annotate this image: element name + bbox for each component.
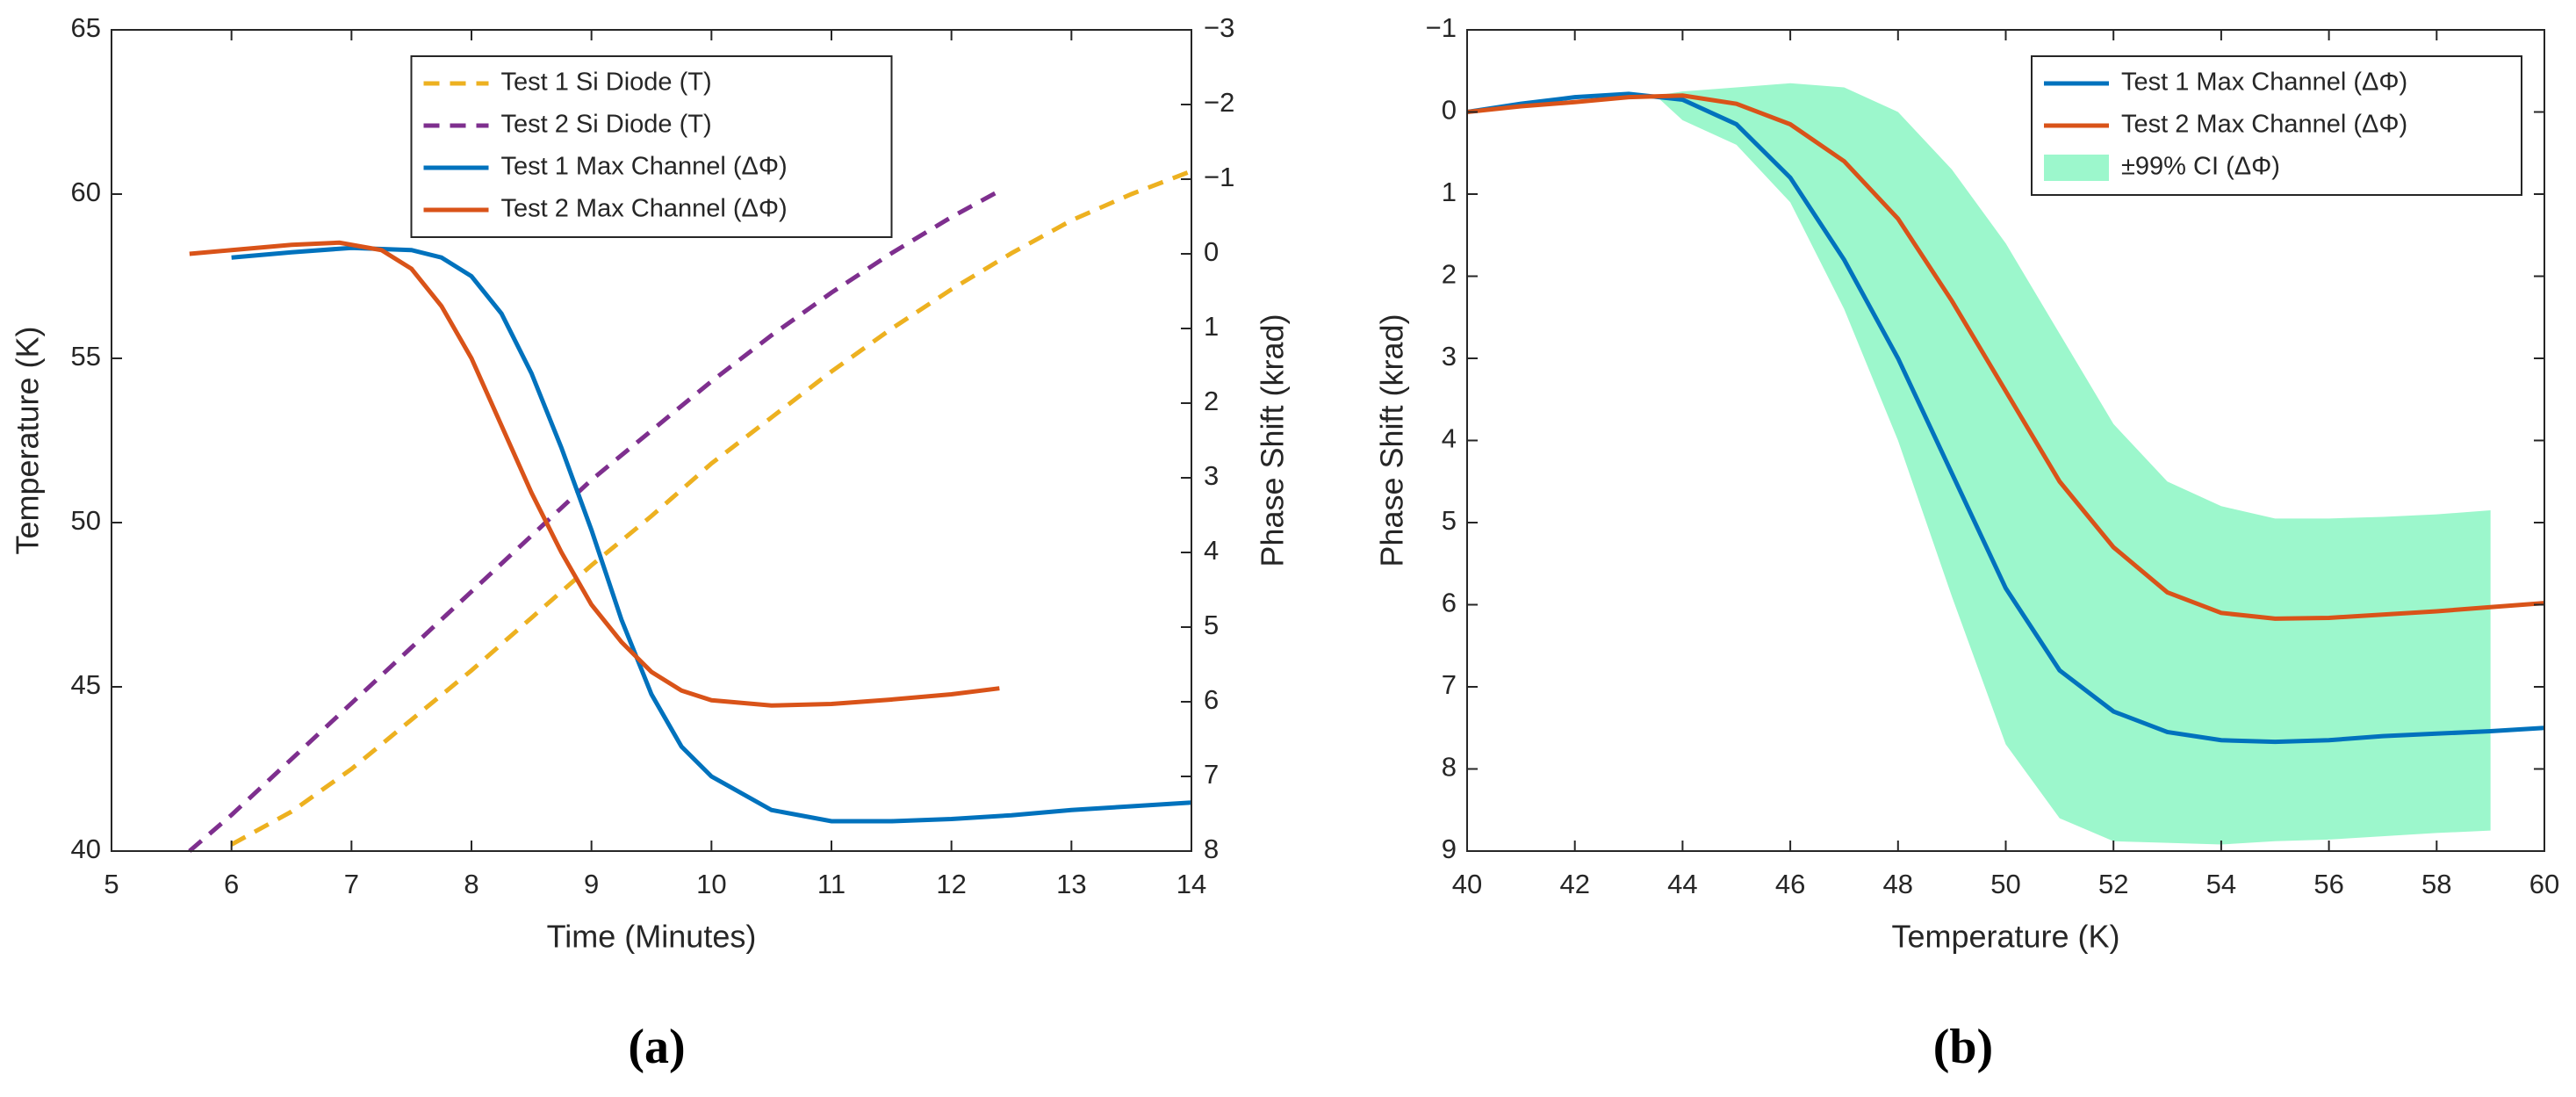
x-tick-label: 56 [2313,869,2343,899]
x-tick-label: 52 [2098,869,2128,899]
x-axis-label: Temperature (K) [1891,919,2119,955]
y-tick-label: 55 [71,341,101,372]
legend-label: Test 2 Max Channel (ΔΦ) [2121,111,2407,139]
x-tick-label: 48 [1883,869,1913,899]
y2-tick-label: −1 [1204,162,1234,192]
legend-label: Test 1 Max Channel (ΔΦ) [2121,69,2407,97]
x-axis-label: Time (Minutes) [547,919,757,955]
legend: Test 1 Max Channel (ΔΦ) Test 2 Max Channe… [2031,55,2522,196]
legend-label: Test 2 Max Channel (ΔΦ) [501,195,788,223]
data-line [188,189,1001,853]
x-tick-label: 58 [2421,869,2451,899]
x-tick-label: 7 [344,869,359,899]
x-tick-label: 11 [817,869,845,899]
x-tick-label: 44 [1667,869,1697,899]
x-tick-label: 54 [2206,869,2236,899]
caption: (a) [628,1020,685,1074]
x-tick-label: 10 [696,869,726,899]
y2-tick-label: 6 [1204,684,1219,715]
x-tick-label: 50 [1990,869,2020,899]
legend-swatch [2044,155,2109,181]
y2-tick-label: 4 [1204,535,1219,566]
caption: (b) [1933,1020,1993,1074]
y2-tick-label: 0 [1204,236,1219,267]
x-tick-label: 60 [2529,869,2559,899]
x-tick-label: 14 [1176,869,1206,899]
y2-tick-label: 1 [1204,311,1219,342]
legend-label: ±99% CI (ΔΦ) [2121,153,2280,181]
legend-box [2031,55,2522,196]
y2-tick-label: 5 [1204,610,1219,640]
y2-tick-label: 7 [1204,759,1219,790]
x-tick-label: 13 [1056,869,1086,899]
x-tick-label: 12 [936,869,966,899]
y-tick-label: 6 [1442,588,1457,618]
y-tick-label: 40 [71,834,101,864]
y-tick-label: 0 [1442,95,1457,126]
y-tick-label: 8 [1442,752,1457,783]
y-tick-label: 9 [1442,834,1457,864]
y-axis-label: Phase Shift (krad) [1374,314,1410,567]
y-tick-label: 5 [1442,505,1457,536]
y-tick-label: 1 [1442,177,1457,207]
y-tick-label: 50 [71,505,101,536]
y-tick-label: −1 [1426,12,1457,43]
legend-label: Test 2 Si Diode (T) [501,111,712,139]
x-tick-label: 40 [1452,869,1482,899]
ci-band [1655,83,2491,845]
y-tick-label: 4 [1442,423,1457,454]
legend-box [410,55,893,238]
y-tick-label: 7 [1442,669,1457,700]
y2-tick-label: 8 [1204,834,1219,864]
y2-axis-label: Phase Shift (krad) [1255,314,1291,567]
y-tick-label: 3 [1442,341,1457,372]
x-tick-label: 5 [104,869,119,899]
legend-label: Test 1 Si Diode (T) [501,69,712,97]
y2-tick-label: 3 [1204,460,1219,491]
x-tick-label: 6 [224,869,239,899]
axes-frame [111,29,1192,852]
legend-label: Test 1 Max Channel (ΔΦ) [501,153,788,181]
data-line [1466,93,2545,621]
legend: Test 1 Si Diode (T) Test 2 Si Diode (T) Te… [410,55,893,238]
x-tick-label: 8 [464,869,479,899]
y-tick-label: 60 [71,177,101,207]
x-tick-label: 46 [1775,869,1805,899]
y-tick-label: 65 [71,12,101,43]
y2-tick-label: 2 [1204,386,1219,416]
y2-tick-label: −3 [1204,12,1234,43]
y-axis-label: Temperature (K) [10,326,46,554]
x-tick-label: 42 [1559,869,1589,899]
y2-tick-label: −2 [1204,87,1234,118]
data-line [230,169,1192,847]
data-line [189,240,1000,708]
x-tick-label: 9 [584,869,599,899]
y-tick-label: 2 [1442,259,1457,290]
y-tick-label: 45 [71,669,101,700]
